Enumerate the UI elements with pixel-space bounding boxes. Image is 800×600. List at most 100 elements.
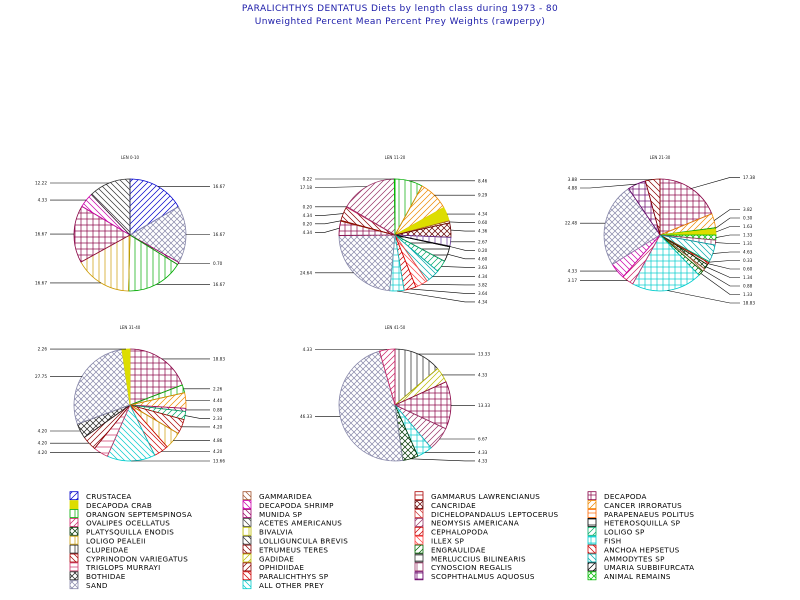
- pie-slice-label: 4.34: [478, 212, 488, 217]
- legend-swatch: [242, 518, 252, 527]
- legend-item: ALL OTHER PREY: [242, 580, 324, 590]
- legend-label: ALL OTHER PREY: [259, 581, 324, 590]
- pie-slice-label: 4.20: [38, 429, 48, 434]
- pie-slice-label: 4.34: [478, 274, 488, 279]
- pie-slice-label: 9.29: [478, 193, 488, 198]
- legend-item: PLATYSQUILLA ENODIS: [69, 526, 174, 537]
- pie-slice-label: 4.33: [303, 347, 313, 352]
- pie-chart-5: LEN 41-50 13.33 4.33 13.33 6.67 4.33 4.33 4.33 4…: [300, 325, 490, 463]
- legend-item: OVALIPES OCELLATUS: [69, 518, 170, 528]
- legend-label: UMARIA SUBBIFURCATA: [604, 563, 694, 572]
- pie-slice-label: 0.60: [478, 220, 488, 225]
- pie-slice-label: 4.20: [213, 424, 223, 429]
- pie-title: LEN 41-50: [385, 325, 406, 330]
- pie-slice-label: 16.67: [35, 232, 47, 237]
- legend-label: ENGRAULIDAE: [431, 545, 486, 554]
- legend-swatch: [414, 491, 424, 501]
- legend-label: CANCER IRRORATUS: [604, 501, 682, 510]
- pie-slice-label: 3.64: [478, 291, 488, 296]
- legend-swatch: [242, 526, 252, 536]
- legend-swatch: [414, 526, 424, 536]
- legend-item: ACETES AMERICANUS: [242, 518, 342, 528]
- legend-swatch: [587, 491, 597, 501]
- chart-subtitle: Unweighted Percent Mean Percent Prey Wei…: [254, 17, 546, 27]
- legend-item: DECAPODA CRAB: [69, 500, 152, 510]
- legend-label: AMMODYTES SP: [604, 554, 665, 563]
- legend-swatch: [587, 500, 597, 510]
- pie-slice-label: 3.63: [478, 265, 488, 270]
- legend-swatch: [242, 500, 252, 510]
- legend-swatch: [242, 535, 252, 545]
- pie-slice-label: 17.18: [300, 185, 312, 190]
- legend-swatch: [587, 571, 597, 581]
- legend-label: PARAPENAEUS POLITUS: [604, 510, 694, 519]
- legend-label: DECAPODA SHRIMP: [259, 501, 334, 510]
- leader-line: [705, 266, 740, 278]
- pie-slice: [129, 348, 183, 406]
- leader-line: [449, 246, 475, 251]
- legend-item: CANCER IRRORATUS: [587, 500, 682, 510]
- legend-label: OVALIPES OCELLATUS: [86, 519, 170, 528]
- legend-label: CRUSTACEA: [86, 492, 132, 501]
- legend-item: DECAPODA SHRIMP: [242, 500, 334, 510]
- legend-swatch: [242, 544, 252, 554]
- pie-slice-label: 3.88: [568, 177, 578, 182]
- pie-slice-label: 27.75: [35, 374, 47, 379]
- legend-label: FISH: [604, 537, 621, 546]
- legend-label: CYPRINODON VARIEGATUS: [86, 554, 188, 563]
- leader-line: [184, 415, 210, 419]
- pie-slice-label: 0.20: [303, 204, 313, 209]
- leader-line: [450, 229, 475, 232]
- pie-slice-label: 0.60: [743, 267, 753, 272]
- leader-line: [703, 269, 740, 287]
- pie-slice-label: 0.88: [743, 284, 753, 289]
- legend-label: CANCRIDAE: [431, 501, 476, 510]
- pie-slice-label: 2.67: [478, 239, 488, 244]
- legend-swatch: [242, 491, 252, 501]
- legend-swatch: [414, 500, 424, 510]
- pie-slice-label: 2.26: [213, 386, 223, 391]
- pie-slice: [338, 350, 404, 462]
- pie-slice-label: 4.88: [568, 185, 578, 190]
- pie-slice-label: 1.33: [743, 292, 753, 297]
- legend-swatch: [587, 562, 597, 572]
- legend-swatch: [587, 518, 597, 527]
- pie-slice: [90, 178, 131, 236]
- pie-slice-label: 6.67: [478, 437, 488, 442]
- legend-label: CEPHALOPODA: [431, 528, 488, 537]
- legend-label: LOLIGO SP: [604, 528, 645, 537]
- leader-line: [715, 217, 740, 229]
- pie-slice-label: 0.20: [303, 221, 313, 226]
- pie-slice: [644, 178, 661, 236]
- legend-label: LOLIGO PEALEII: [86, 537, 146, 546]
- legend-item: LOLIGO SP: [587, 526, 645, 537]
- leader-line: [713, 209, 740, 221]
- legend-swatch: [69, 526, 79, 536]
- legend-swatch: [242, 509, 252, 518]
- pie-slice-label: 4.40: [213, 398, 223, 403]
- pie-slice: [129, 178, 179, 236]
- legend-swatch: [587, 535, 597, 545]
- legend-label: BOTHIDAE: [86, 572, 126, 581]
- legend-swatch: [242, 580, 252, 590]
- legend-swatch: [69, 571, 79, 581]
- pie-slice-label: 4.33: [38, 198, 48, 203]
- legend-label: ILLEX SP: [431, 537, 465, 546]
- legend-label: DICHELOPANDALUS LEPTOCERUS: [431, 510, 559, 519]
- legend-item: CEPHALOPODA: [414, 526, 488, 537]
- legend-item: ANIMAL REMAINS: [587, 571, 671, 581]
- pie-slice-label: 1.34: [743, 275, 753, 280]
- pie-slice-label: 24.64: [300, 270, 312, 275]
- leader-line: [315, 220, 341, 225]
- legend-swatch: [69, 500, 79, 510]
- legend-item: SCOPHTHALMUS AQUOSUS: [414, 571, 535, 581]
- legend-item: CLUPEIDAE: [69, 544, 128, 554]
- legend-label: ANIMAL REMAINS: [604, 572, 671, 581]
- legend-item: DECAPODA: [587, 491, 646, 501]
- legend-label: LOLLIGUNCULA BREVIS: [259, 537, 348, 546]
- chart-title: PARALICHTHYS DENTATUS Diets by length cl…: [241, 4, 559, 14]
- legend-item: OPHIDIIDAE: [242, 562, 304, 572]
- legend-item: BIVALVIA: [242, 526, 293, 537]
- leader-line: [315, 186, 367, 188]
- legend-swatch: [242, 562, 252, 572]
